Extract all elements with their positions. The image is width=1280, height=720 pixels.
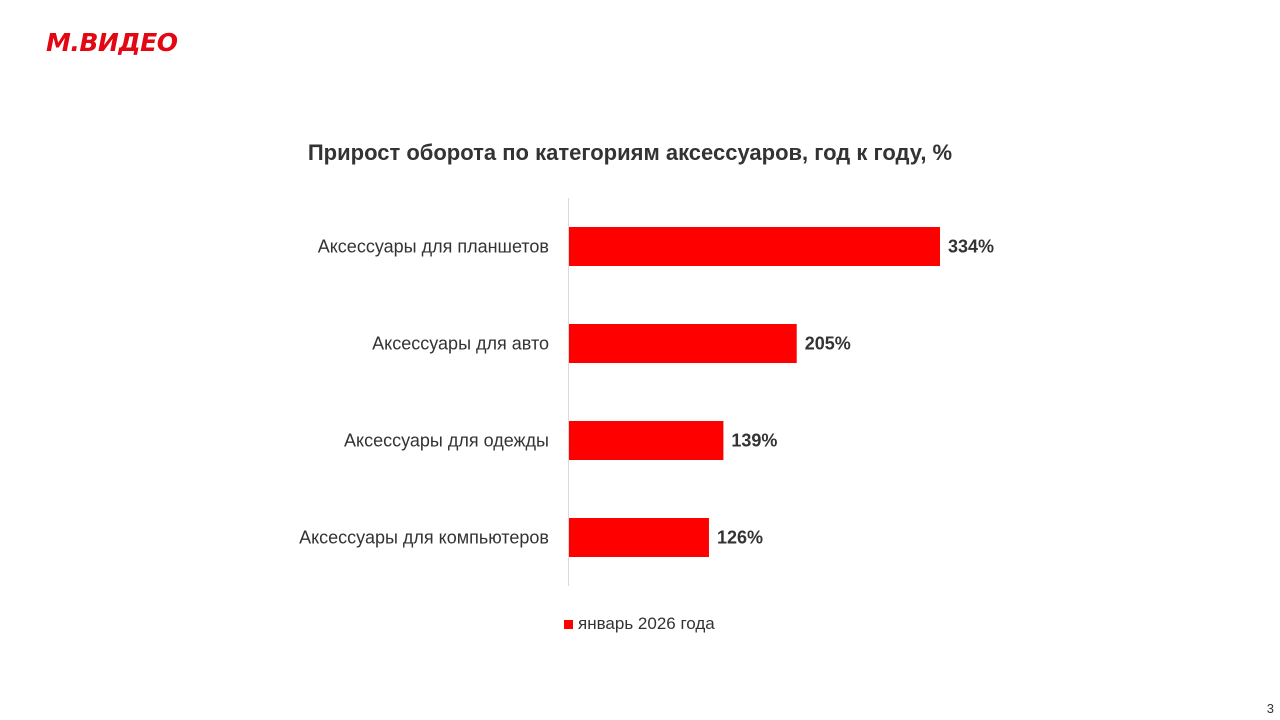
data-label: 126% bbox=[717, 528, 763, 548]
mvideo-logo: М.ВИДЕО bbox=[46, 28, 178, 57]
category-label: Аксессуары для планшетов bbox=[318, 237, 549, 257]
data-label: 139% bbox=[731, 431, 777, 451]
category-label: Аксессуары для компьютеров bbox=[299, 528, 549, 548]
legend-label: январь 2026 года bbox=[578, 614, 715, 633]
bar bbox=[569, 324, 797, 363]
legend-swatch bbox=[564, 619, 573, 629]
bar bbox=[569, 421, 724, 460]
data-label: 205% bbox=[805, 334, 851, 354]
category-label: Аксессуары для одежды bbox=[344, 431, 549, 451]
bar bbox=[569, 227, 940, 266]
bar bbox=[569, 518, 709, 557]
page-number: 3 bbox=[1266, 701, 1274, 716]
chart-title: Прирост оборота по категориям аксессуаро… bbox=[307, 140, 953, 165]
category-label: Аксессуары для авто bbox=[372, 334, 549, 354]
data-label: 334% bbox=[948, 237, 994, 257]
legend: январь 2026 года bbox=[564, 614, 715, 634]
